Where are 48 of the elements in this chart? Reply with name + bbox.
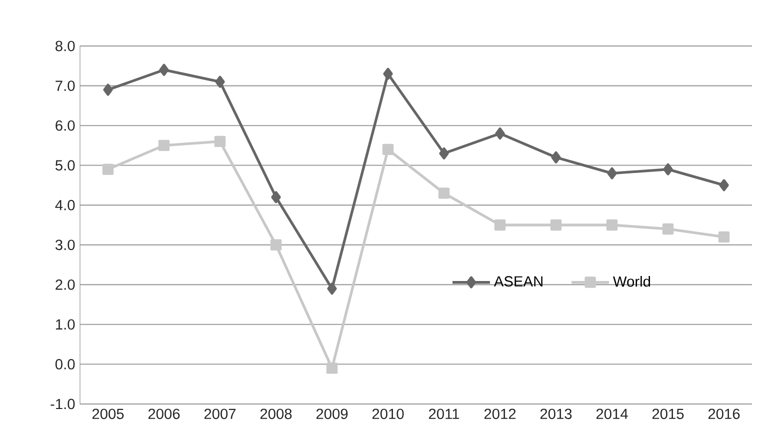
x-tick-label: 2013 xyxy=(540,408,572,420)
x-tick-label: 2005 xyxy=(92,408,124,420)
point xyxy=(718,231,730,243)
y-tick-label: 4.0 xyxy=(55,200,75,210)
point xyxy=(551,151,561,164)
point xyxy=(494,219,506,231)
y-tick-label: 0.0 xyxy=(55,359,75,370)
x-tick-label: 2009 xyxy=(316,408,348,420)
point xyxy=(663,163,673,176)
point xyxy=(438,188,450,199)
point xyxy=(495,128,505,140)
x-tick-label: 2014 xyxy=(596,408,628,420)
y-tick-label: 5.0 xyxy=(55,160,75,171)
point xyxy=(214,136,226,148)
y-tick-label: 1.0 xyxy=(56,319,75,330)
x-tick-label: 2010 xyxy=(372,408,404,420)
point xyxy=(383,68,393,80)
x-tick-label: 2008 xyxy=(260,408,292,420)
y-tick-label: 6.0 xyxy=(56,120,75,131)
x-tick-label: 2011 xyxy=(428,408,460,420)
y-tick-label: 3.0 xyxy=(55,240,75,250)
point xyxy=(158,140,170,152)
legend-label: ASEAN xyxy=(494,276,542,287)
y-tick-label: 8.0 xyxy=(56,40,75,52)
x-tick-label: 2006 xyxy=(148,408,180,420)
point xyxy=(102,164,114,175)
point xyxy=(270,239,282,250)
x-tick-label: 2015 xyxy=(652,408,684,420)
legend-label: World xyxy=(613,276,650,287)
point xyxy=(326,362,338,374)
point xyxy=(215,76,225,88)
point xyxy=(382,144,394,156)
y-tick-label: 2.0 xyxy=(56,279,75,290)
x-tick-label: 2016 xyxy=(708,408,740,420)
point xyxy=(439,147,449,160)
point xyxy=(719,179,729,192)
y-tick-label: 7.0 xyxy=(56,80,75,91)
point xyxy=(327,282,337,295)
point xyxy=(103,84,113,96)
point xyxy=(607,167,617,180)
y-tick-label: -1.0 xyxy=(50,398,75,410)
point xyxy=(662,223,674,235)
point xyxy=(606,219,618,231)
point xyxy=(271,191,281,204)
x-tick-label: 2012 xyxy=(484,408,516,420)
point xyxy=(550,219,562,231)
point xyxy=(159,64,169,76)
x-tick-label: 2007 xyxy=(204,408,236,420)
